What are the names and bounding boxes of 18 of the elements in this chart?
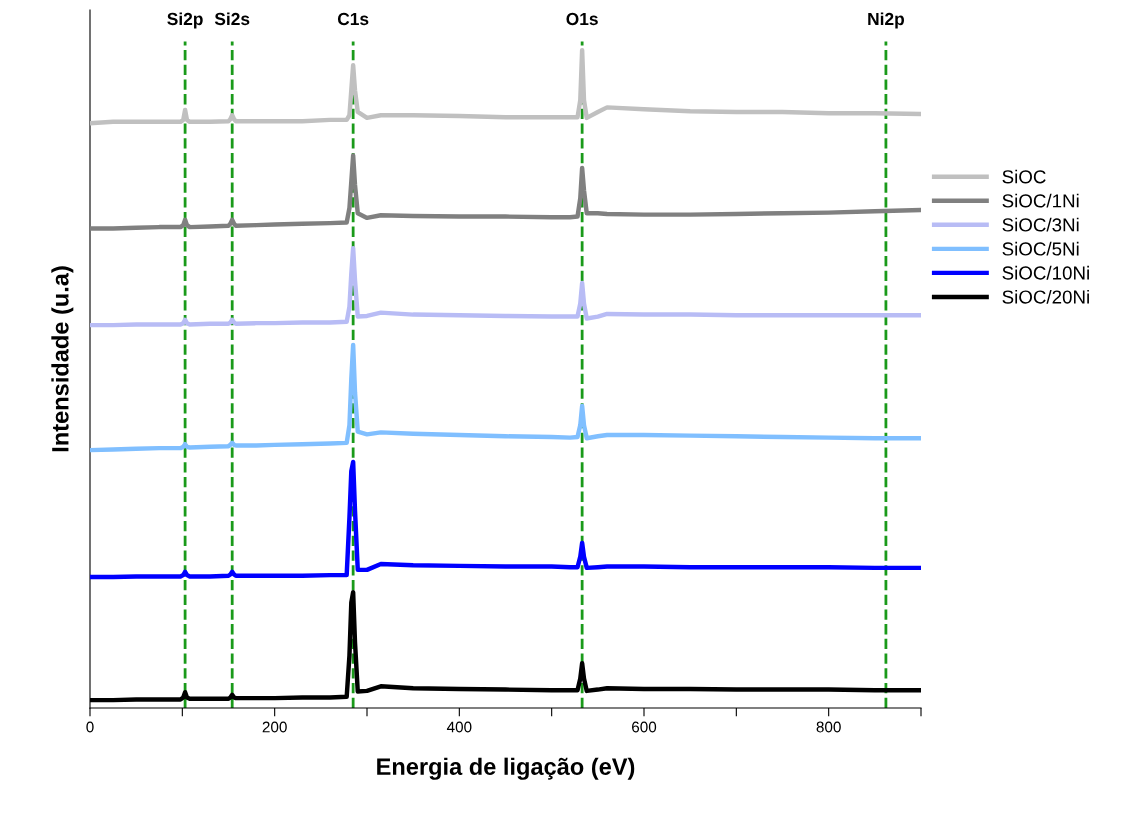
legend-label: SiOC/3Ni <box>1002 217 1079 232</box>
legend-label: SiOC/10Ni <box>1002 265 1089 280</box>
ref-line-label: Ni2p <box>868 12 905 29</box>
x-axis-title: Energia de ligação (eV) <box>377 757 635 780</box>
ref-line-label: Si2s <box>214 12 250 26</box>
ref-line-label: Si2p <box>167 12 203 29</box>
y-axis-title: Intensidade (u.a) <box>51 266 74 452</box>
x-tick-label: 600 <box>632 721 657 733</box>
ref-line-label: O1s <box>566 12 598 26</box>
x-tick-label: 0 <box>86 721 94 733</box>
legend-label: SiOC/1Ni <box>1002 193 1079 208</box>
legend-label: SiOC/20Ni <box>1002 289 1089 304</box>
legend-label: SiOC <box>1002 169 1046 184</box>
x-tick-label: 800 <box>816 721 841 733</box>
legend-label: SiOC/5Ni <box>1002 241 1079 256</box>
ref-line-label: C1s <box>337 12 369 26</box>
x-tick-label: 400 <box>446 721 472 733</box>
x-tick-label: 200 <box>262 721 287 733</box>
